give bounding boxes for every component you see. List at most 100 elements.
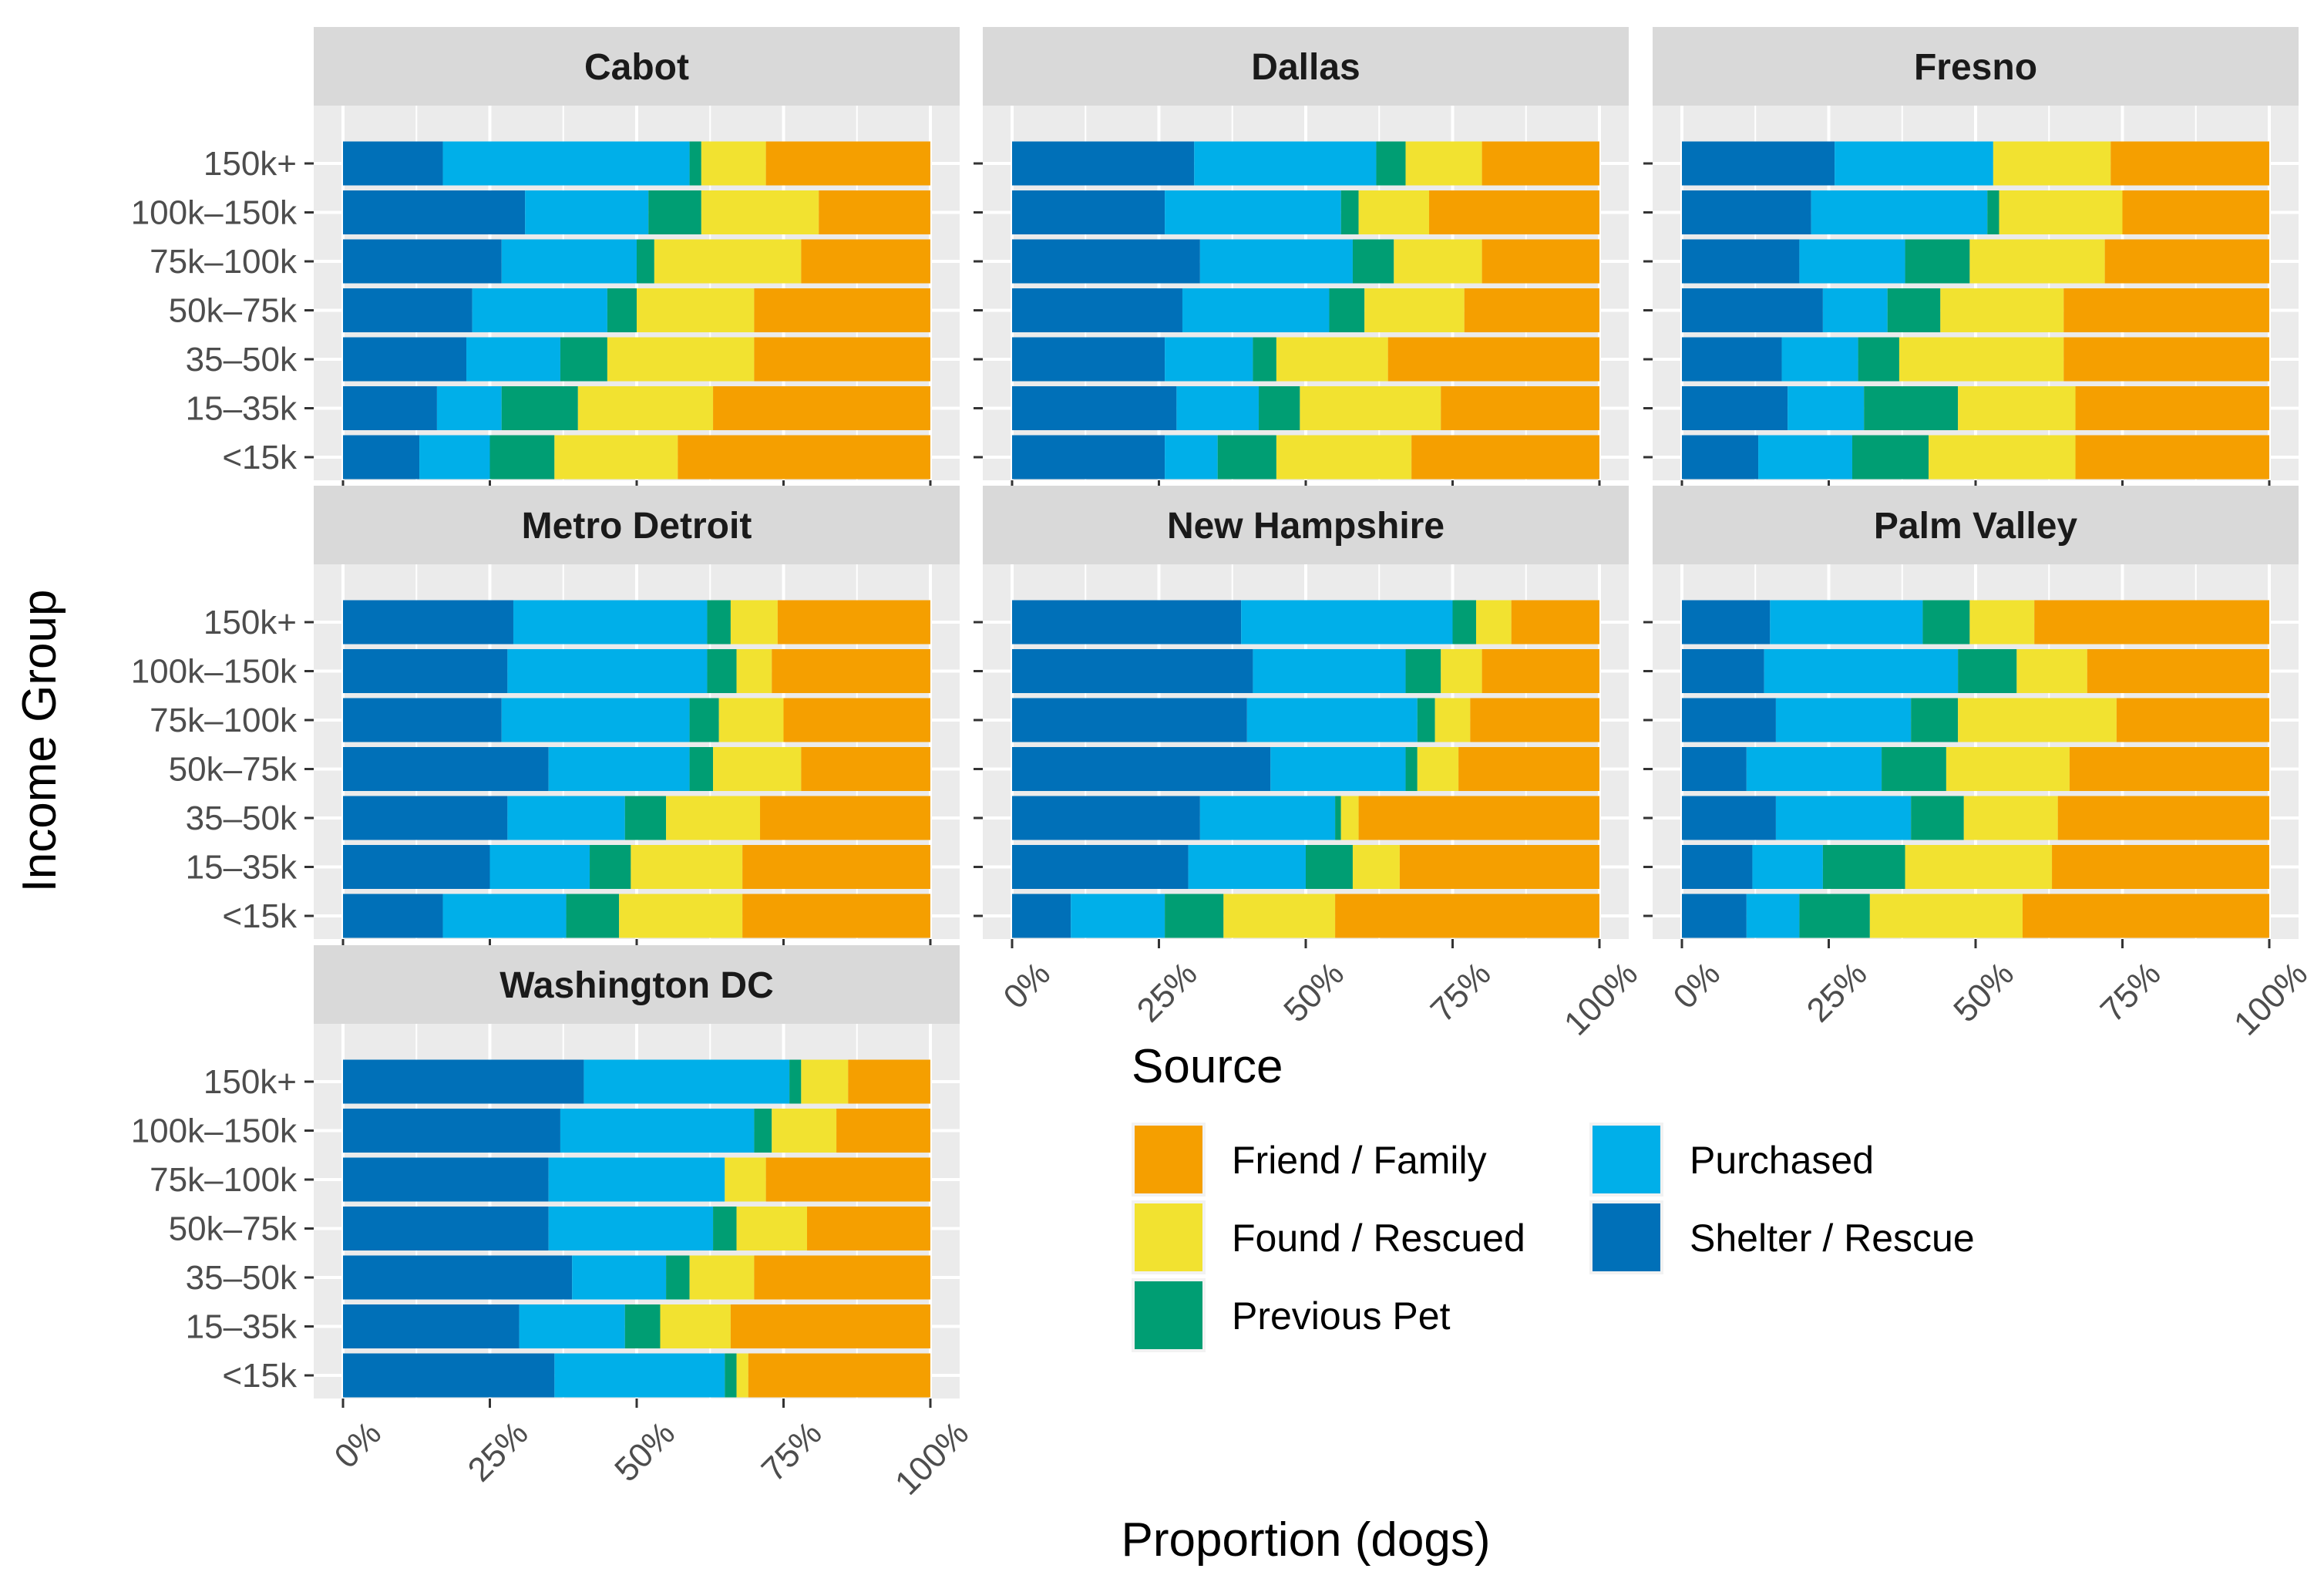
bar-washington-dc-35-50k-shelter-rescue — [343, 1255, 573, 1300]
bar-dallas-15-35k-friend-family — [1441, 386, 1599, 430]
bar-palm-valley-75k-100k-shelter-rescue — [1682, 698, 1776, 742]
bar-washington-dc-100k-150k-friend-family — [836, 1109, 930, 1153]
facet-washington-dc: Washington DC 150k+ 100k–150k 75k–100k 50k–7… — [131, 945, 976, 1503]
bar-washington-dc-35-50k-friend-family — [754, 1255, 930, 1300]
legend-swatch — [1592, 1126, 1660, 1193]
bar-cabot-75k-100k-found-rescued — [654, 239, 802, 284]
bar-new-hampshire-50k-75k-purchased — [1270, 747, 1406, 791]
bar-metro-detroit-35-50k-previous-pet — [624, 796, 667, 840]
bar-metro-detroit-15-35k-shelter-rescue — [343, 845, 490, 889]
bar-fresno-15k-previous-pet — [1851, 435, 1929, 480]
bar-metro-detroit-150k-shelter-rescue — [343, 600, 513, 645]
x-tick-label: 50% — [607, 1414, 682, 1489]
bar-metro-detroit-35-50k-friend-family — [760, 796, 930, 840]
bar-metro-detroit-75k-100k-found-rescued — [718, 698, 784, 742]
bar-palm-valley-150k-previous-pet — [1922, 600, 1970, 645]
y-tick-label: 150k+ — [203, 1063, 297, 1101]
y-tick-label: 15–35k — [186, 849, 298, 887]
bar-washington-dc-150k-purchased — [584, 1059, 790, 1104]
facet-metro-detroit: Metro Detroit 150k+ 100k–150k 75k–100k 50k–7… — [131, 486, 960, 948]
bar-metro-detroit-35-50k-shelter-rescue — [343, 796, 508, 840]
bar-new-hampshire-15-35k-friend-family — [1399, 845, 1599, 889]
bar-washington-dc-15-35k-previous-pet — [624, 1304, 661, 1348]
bar-dallas-15k-previous-pet — [1217, 435, 1276, 480]
bar-new-hampshire-15k-shelter-rescue — [1012, 894, 1071, 938]
bar-fresno-35-50k-friend-family — [2063, 337, 2269, 382]
bar-fresno-75k-100k-purchased — [1799, 239, 1905, 284]
bar-new-hampshire-15-35k-previous-pet — [1306, 845, 1353, 889]
x-tick-label: 50% — [1946, 954, 2021, 1029]
bar-fresno-100k-150k-shelter-rescue — [1682, 190, 1811, 234]
bar-cabot-75k-100k-purchased — [501, 239, 637, 284]
facet-title: New Hampshire — [1167, 506, 1445, 547]
bar-cabot-15k-found-rescued — [554, 435, 678, 480]
bar-washington-dc-150k-friend-family — [848, 1059, 930, 1104]
bar-metro-detroit-15-35k-previous-pet — [590, 845, 631, 889]
bar-dallas-35-50k-previous-pet — [1253, 337, 1276, 382]
bar-washington-dc-50k-75k-shelter-rescue — [343, 1207, 549, 1250]
y-tick-label: <15k — [222, 1357, 298, 1395]
bar-new-hampshire-75k-100k-previous-pet — [1417, 698, 1435, 742]
bar-fresno-15k-found-rescued — [1929, 435, 2076, 480]
bar-new-hampshire-50k-75k-friend-family — [1458, 747, 1599, 791]
bar-fresno-100k-150k-found-rescued — [1999, 190, 2123, 234]
y-tick-label: 50k–75k — [169, 1210, 298, 1248]
bar-fresno-75k-100k-found-rescued — [1969, 239, 2105, 284]
x-tick-label: 25% — [461, 1414, 536, 1489]
bar-new-hampshire-15k-previous-pet — [1165, 894, 1224, 938]
bar-cabot-50k-75k-previous-pet — [607, 288, 637, 332]
bar-new-hampshire-100k-150k-found-rescued — [1441, 649, 1482, 693]
bar-fresno-15-35k-purchased — [1788, 386, 1865, 430]
bar-palm-valley-15k-friend-family — [2022, 894, 2269, 938]
bar-new-hampshire-75k-100k-shelter-rescue — [1012, 698, 1247, 742]
bar-fresno-50k-75k-friend-family — [2063, 288, 2269, 332]
bar-fresno-15-35k-previous-pet — [1864, 386, 1959, 430]
facet-strip — [983, 27, 1629, 106]
y-axis-title: Income Group — [13, 590, 66, 893]
facet-strip — [1653, 486, 2299, 564]
bar-cabot-15-35k-shelter-rescue — [343, 386, 437, 430]
bar-dallas-35-50k-found-rescued — [1276, 337, 1388, 382]
bar-palm-valley-150k-purchased — [1770, 600, 1923, 645]
bar-palm-valley-15-35k-previous-pet — [1822, 845, 1905, 889]
bar-washington-dc-50k-75k-found-rescued — [736, 1207, 807, 1250]
bar-palm-valley-50k-75k-previous-pet — [1882, 747, 1946, 791]
legend-label: Found / Rescued — [1232, 1217, 1525, 1260]
bar-palm-valley-15k-purchased — [1746, 894, 1800, 938]
bar-new-hampshire-100k-150k-previous-pet — [1405, 649, 1441, 693]
bar-new-hampshire-35-50k-previous-pet — [1335, 796, 1341, 840]
bar-palm-valley-100k-150k-purchased — [1764, 649, 1959, 693]
y-tick-label: 15–35k — [186, 390, 298, 428]
bar-dallas-35-50k-purchased — [1165, 337, 1253, 382]
x-tick-label: 75% — [1424, 954, 1498, 1029]
bar-dallas-35-50k-friend-family — [1387, 337, 1599, 382]
bar-washington-dc-50k-75k-purchased — [548, 1207, 714, 1250]
bar-palm-valley-15k-previous-pet — [1799, 894, 1870, 938]
facet-strip — [314, 945, 960, 1024]
legend-entry-friend-family: Friend / Family — [1132, 1123, 1487, 1197]
bar-dallas-15k-shelter-rescue — [1012, 435, 1165, 480]
bar-palm-valley-35-50k-previous-pet — [1911, 796, 1964, 840]
x-tick-label: 100% — [888, 1414, 976, 1502]
bar-fresno-35-50k-found-rescued — [1899, 337, 2064, 382]
bar-fresno-100k-150k-previous-pet — [1987, 190, 1999, 234]
y-tick-label: 50k–75k — [169, 751, 298, 789]
facet-title: Palm Valley — [1874, 506, 2077, 547]
bar-cabot-15k-shelter-rescue — [343, 435, 420, 480]
y-tick-label: <15k — [222, 439, 298, 476]
bar-cabot-150k-previous-pet — [689, 141, 701, 186]
facet-new-hampshire: New Hampshire 0% 25% 50% 75% 100% — [974, 486, 1645, 1043]
legend-label: Purchased — [1690, 1139, 1874, 1182]
bar-dallas-75k-100k-friend-family — [1482, 239, 1599, 284]
x-tick-label: 25% — [1800, 954, 1875, 1029]
y-tick-label: 100k–150k — [131, 653, 298, 691]
bar-cabot-15-35k-previous-pet — [501, 386, 578, 430]
bar-new-hampshire-150k-purchased — [1241, 600, 1453, 645]
legend-title: Source — [1132, 1040, 1283, 1093]
bar-washington-dc-15-35k-friend-family — [730, 1304, 930, 1348]
bar-metro-detroit-75k-100k-previous-pet — [689, 698, 719, 742]
bar-cabot-15k-previous-pet — [489, 435, 555, 480]
bar-palm-valley-50k-75k-found-rescued — [1946, 747, 2070, 791]
bar-new-hampshire-150k-found-rescued — [1475, 600, 1512, 645]
bar-metro-detroit-35-50k-found-rescued — [666, 796, 761, 840]
